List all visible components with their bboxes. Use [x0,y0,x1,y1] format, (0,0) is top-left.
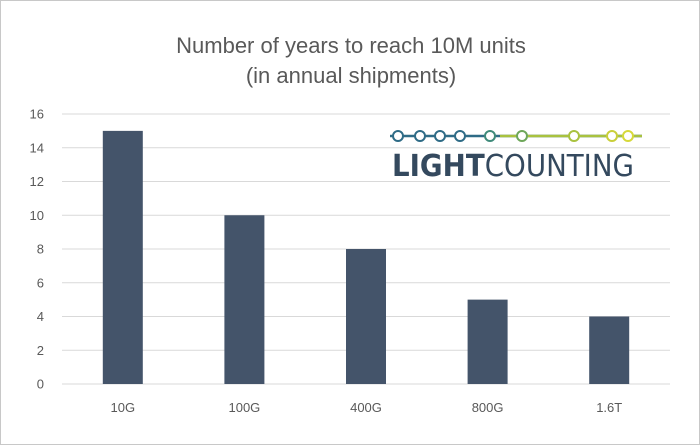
y-tick-label: 12 [30,174,44,189]
chart-title-line2: (in annual shipments) [245,63,457,88]
bar-800G [467,299,508,384]
logo-dot [622,130,634,142]
lightcounting-logo: LIGHTCOUNTING [390,130,642,184]
y-tick-label: 16 [30,107,44,122]
y-axis-ticks: 0 2 4 6 8 10 12 14 16 [30,107,44,392]
y-tick-label: 8 [37,242,44,257]
y-tick-label: 6 [37,275,44,290]
y-tick-label: 10 [30,208,44,223]
x-tick-label: 10G [111,400,136,415]
logo-dot [484,130,496,142]
logo-text-counting: COUNTING [485,149,634,184]
logo-dot [568,130,580,142]
chart-title-line1: Number of years to reach 10M units [176,33,526,58]
logo-wordmark: LIGHTCOUNTING [392,149,634,184]
bar-400G [346,249,386,384]
bars [102,130,630,384]
logo-dot [516,130,528,142]
logo-dot [414,130,426,142]
x-axis-ticks: 10G 100G 400G 800G 1.6T [111,400,623,415]
x-tick-label: 1.6T [596,400,622,415]
y-tick-label: 0 [37,377,44,392]
chart-title: Number of years to reach 10M units (in a… [1,31,700,91]
logo-dot [392,130,404,142]
logo-dot [434,130,446,142]
logo-text-light: LIGHT [392,149,485,184]
x-tick-label: 100G [228,400,260,415]
x-tick-label: 800G [472,400,504,415]
logo-dot [606,130,618,142]
bar-1.6T [589,316,630,384]
y-tick-label: 14 [30,140,44,155]
bar-10G [102,130,143,384]
bar-100G [224,215,265,384]
y-tick-label: 4 [37,309,44,324]
x-tick-label: 400G [350,400,382,415]
y-tick-label: 2 [37,343,44,358]
logo-dot [454,130,466,142]
